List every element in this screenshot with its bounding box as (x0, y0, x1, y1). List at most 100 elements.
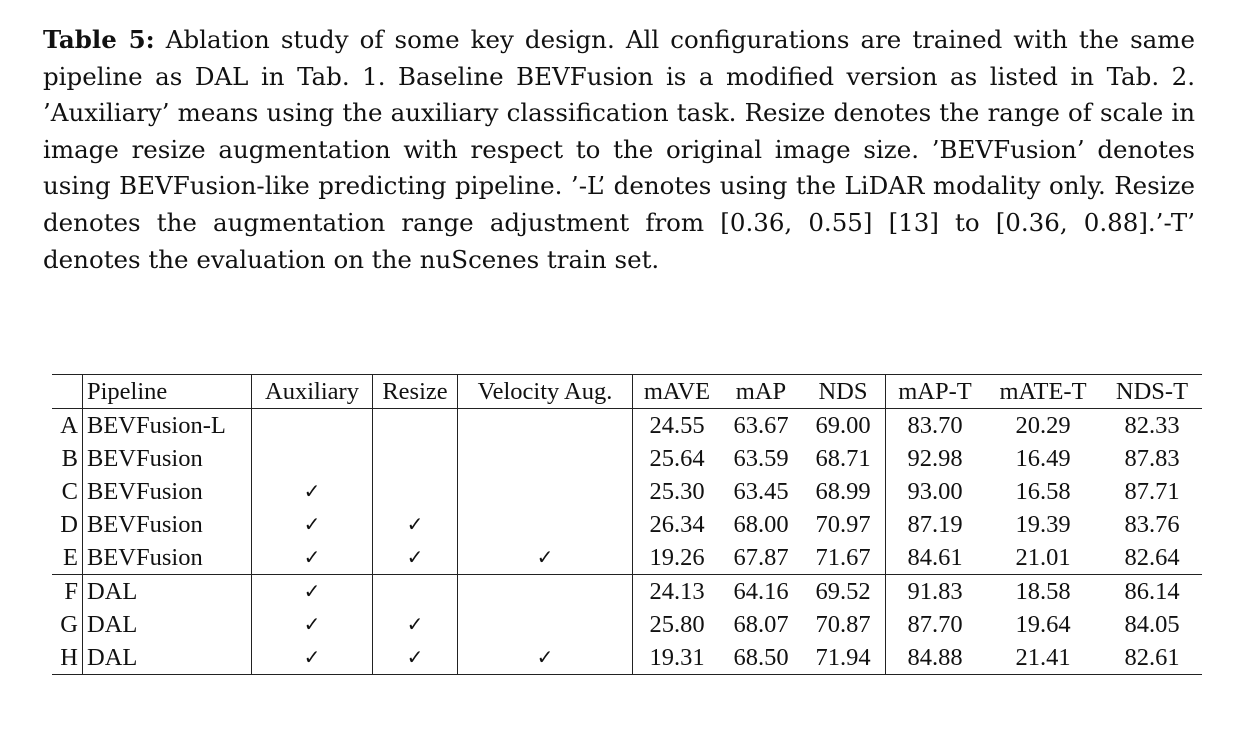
cell-map: 68.00 (733, 511, 789, 538)
header-velocity-aug: Velocity Aug. (457, 374, 633, 409)
cell-nds: 70.87 (801, 608, 886, 641)
cell-map-t: 87.70 (907, 611, 963, 638)
cell-pipeline: DAL (82, 574, 252, 608)
cell-auxiliary-check: ✓ (251, 508, 373, 541)
cell-mave: 19.26 (649, 544, 705, 571)
cell-nds-t: 87.83 (1124, 445, 1180, 472)
table-row: D BEVFusion ✓ ✓ 26.34 68.00 70.97 87.19 19.39 83.… (52, 508, 1202, 541)
cell-auxiliary-check: ✓ (251, 608, 373, 641)
cell-nds: 69.00 (801, 408, 886, 442)
cell-nds: 71.67 (801, 541, 886, 575)
cell-mate-t: 19.64 (1015, 611, 1071, 638)
caption-label: Table 5: (43, 25, 155, 54)
cell-pipeline: DAL (82, 608, 252, 641)
cell-velocity-check (457, 442, 633, 475)
cell-mave: 24.13 (649, 578, 705, 605)
cell-resize-check (372, 574, 458, 608)
table-row: F DAL ✓ 24.13 64.16 69.52 91.83 18.58 86.14 (52, 574, 1202, 608)
cell-map: 64.16 (733, 578, 789, 605)
cell-map: 63.45 (733, 478, 789, 505)
cell-mave: 24.55 (649, 412, 705, 439)
cell-mave: 25.64 (649, 445, 705, 472)
cell-pipeline: BEVFusion (82, 508, 252, 541)
cell-resize-check: ✓ (372, 641, 458, 675)
cell-mate-t: 21.41 (1015, 644, 1071, 671)
cell-mate-t: 16.49 (1015, 445, 1071, 472)
cell-velocity-check (457, 508, 633, 541)
cell-pipeline: DAL (82, 641, 252, 675)
cell-map-t: 87.19 (907, 511, 963, 538)
header-auxiliary: Auxiliary (251, 374, 373, 409)
cell-mave: 25.80 (649, 611, 705, 638)
cell-resize-check: ✓ (372, 541, 458, 575)
cell-nds-t: 83.76 (1124, 511, 1180, 538)
cell-map: 68.07 (733, 611, 789, 638)
cell-nds-t: 87.71 (1124, 478, 1180, 505)
cell-auxiliary-check (251, 442, 373, 475)
cell-resize-check: ✓ (372, 608, 458, 641)
ablation-table: Pipeline Auxiliary Resize Velocity Aug. … (52, 374, 1202, 675)
cell-id: E (52, 541, 83, 575)
cell-id: B (52, 442, 83, 475)
cell-velocity-check: ✓ (457, 641, 633, 675)
cell-resize-check (372, 442, 458, 475)
header-mave: mAVE (643, 378, 711, 405)
cell-map-t: 84.88 (907, 644, 963, 671)
header-map: mAP (735, 378, 787, 405)
cell-map-t: 91.83 (907, 578, 963, 605)
cell-nds: 71.94 (801, 641, 886, 675)
cell-resize-check (372, 475, 458, 508)
cell-map: 67.87 (733, 544, 789, 571)
table-row: G DAL ✓ ✓ 25.80 68.07 70.87 87.70 19.64 84.05 (52, 608, 1202, 641)
cell-nds: 68.71 (801, 442, 886, 475)
header-nds-t: NDS-T (1115, 378, 1189, 405)
cell-id: H (52, 641, 83, 675)
cell-auxiliary-check: ✓ (251, 475, 373, 508)
cell-mate-t: 16.58 (1015, 478, 1071, 505)
header-resize: Resize (372, 374, 458, 409)
table-row: A BEVFusion-L 24.55 63.67 69.00 83.70 20.29 82.… (52, 408, 1202, 442)
cell-mate-t: 20.29 (1015, 412, 1071, 439)
cell-mate-t: 19.39 (1015, 511, 1071, 538)
table-row: E BEVFusion ✓ ✓ ✓ 19.26 67.87 71.67 84.61 21.01 82… (52, 541, 1202, 575)
cell-id: F (52, 574, 83, 608)
cell-map-t: 83.70 (907, 412, 963, 439)
cell-velocity-check (457, 574, 633, 608)
cell-pipeline: BEVFusion (82, 475, 252, 508)
cell-nds-t: 84.05 (1124, 611, 1180, 638)
table-body: A BEVFusion-L 24.55 63.67 69.00 83.70 20.29 82.… (52, 408, 1202, 675)
cell-auxiliary-check: ✓ (251, 541, 373, 575)
cell-map: 63.59 (733, 445, 789, 472)
cell-map: 63.67 (733, 412, 789, 439)
cell-id: G (52, 608, 83, 641)
cell-id: D (52, 508, 83, 541)
cell-resize-check: ✓ (372, 508, 458, 541)
header-mate-t: mATE-T (999, 378, 1087, 405)
cell-velocity-check (457, 475, 633, 508)
cell-auxiliary-check: ✓ (251, 574, 373, 608)
table-caption: Table 5: Ablation study of some key desi… (43, 22, 1195, 278)
cell-id: A (52, 408, 83, 442)
cell-mave: 25.30 (649, 478, 705, 505)
cell-velocity-check (457, 608, 633, 641)
cell-pipeline: BEVFusion (82, 541, 252, 575)
cell-map-t: 93.00 (907, 478, 963, 505)
cell-map: 68.50 (733, 644, 789, 671)
cell-map-t: 84.61 (907, 544, 963, 571)
cell-nds: 68.99 (801, 475, 886, 508)
header-id (52, 374, 83, 409)
table-row: H DAL ✓ ✓ ✓ 19.31 68.50 71.94 84.88 21.41 82.61 (52, 641, 1202, 675)
cell-mate-t: 21.01 (1015, 544, 1071, 571)
header-pipeline: Pipeline (82, 374, 252, 409)
cell-map-t: 92.98 (907, 445, 963, 472)
cell-nds-t: 82.64 (1124, 544, 1180, 571)
cell-resize-check (372, 408, 458, 442)
cell-nds-t: 86.14 (1124, 578, 1180, 605)
cell-velocity-check (457, 408, 633, 442)
cell-mate-t: 18.58 (1015, 578, 1071, 605)
table-row: C BEVFusion ✓ 25.30 63.45 68.99 93.00 16.58 87.7… (52, 475, 1202, 508)
cell-nds: 69.52 (801, 574, 886, 608)
cell-mave: 19.31 (649, 644, 705, 671)
header-map-t: mAP-T (898, 378, 972, 405)
cell-velocity-check: ✓ (457, 541, 633, 575)
